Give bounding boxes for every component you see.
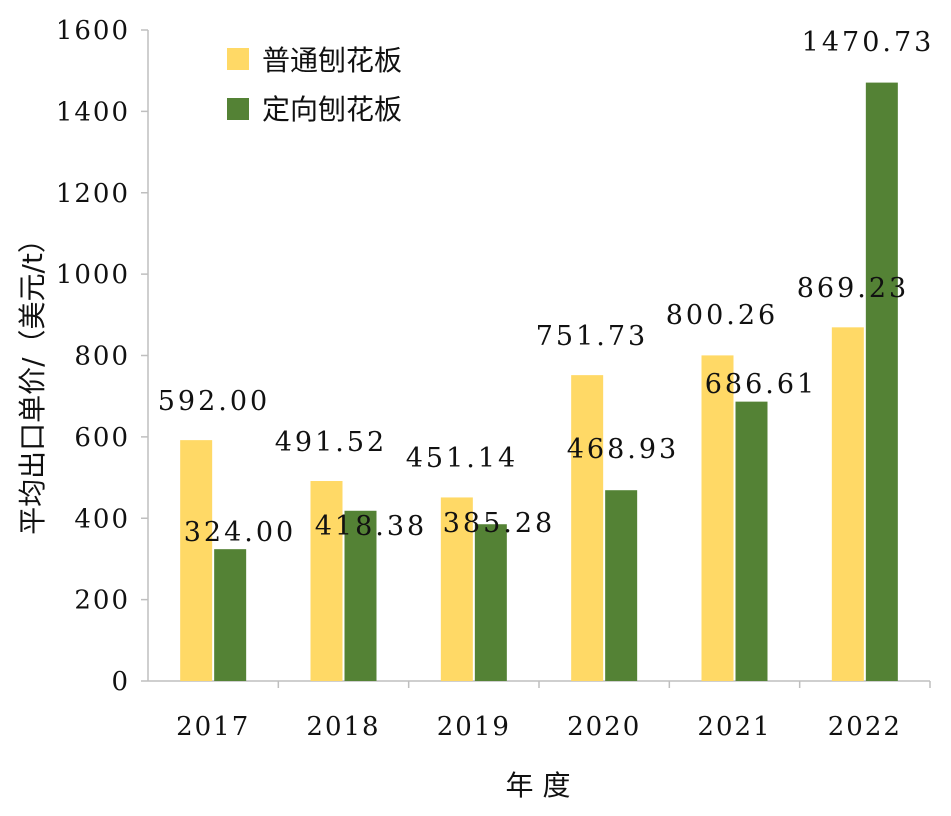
y-tick-label: 1200 xyxy=(56,179,130,209)
x-tick-label-2021: 2021 xyxy=(697,712,771,742)
bar-regular-2017 xyxy=(180,440,213,681)
bar-oriented-2020 xyxy=(605,490,638,681)
data-label-oriented-2022: 1470.73 xyxy=(802,27,935,58)
legend-label-series-1: 普通刨花板 xyxy=(262,44,402,77)
legend-swatch-series-1 xyxy=(227,48,249,70)
y-axis-title: 平均出口单价/（美元/t） xyxy=(16,225,49,535)
bar-regular-2019 xyxy=(440,497,473,681)
data-label-regular-2020: 751.73 xyxy=(536,321,648,352)
data-label-oriented-2020: 468.93 xyxy=(567,434,679,465)
x-tick-label-2018: 2018 xyxy=(306,712,380,742)
y-tick-label: 800 xyxy=(74,342,130,372)
legend-swatch-series-2 xyxy=(227,98,249,120)
x-tick-label-2020: 2020 xyxy=(567,712,641,742)
bar-regular-2022 xyxy=(831,327,864,681)
legend-label-series-2: 定向刨花板 xyxy=(262,93,402,126)
bar-oriented-2019 xyxy=(474,524,507,681)
bar-oriented-2021 xyxy=(735,401,768,681)
data-label-oriented-2017: 324.00 xyxy=(184,517,296,548)
bar-regular-2018 xyxy=(310,481,343,681)
data-label-oriented-2018: 418.38 xyxy=(315,511,427,542)
data-label-regular-2019: 451.14 xyxy=(406,443,518,474)
y-tick-label: 200 xyxy=(74,586,130,616)
y-tick-label: 400 xyxy=(74,504,130,534)
bar-regular-2021 xyxy=(701,355,734,681)
data-label-regular-2018: 491.52 xyxy=(275,427,387,458)
bar-regular-2020 xyxy=(571,375,604,681)
y-tick-label: 1400 xyxy=(56,97,130,127)
y-tick-label: 1600 xyxy=(56,16,130,46)
y-tick-label: 600 xyxy=(74,423,130,453)
legend: 普通刨花板 定向刨花板 xyxy=(227,44,402,126)
x-tick-label-2017: 2017 xyxy=(176,712,250,742)
x-tick-label-2022: 2022 xyxy=(828,712,902,742)
y-axis: 0 200 400 600 800 1000 1200 1400 1600 xyxy=(56,16,149,697)
data-label-regular-2017: 592.00 xyxy=(158,386,270,417)
data-labels: 592.00 324.00 491.52 418.38 451.14 385.28 751.… xyxy=(158,27,935,548)
data-label-oriented-2021: 686.61 xyxy=(705,369,817,400)
bar-oriented-2018 xyxy=(344,510,377,681)
x-tick-label-2019: 2019 xyxy=(437,712,511,742)
legend-item-series-1: 普通刨花板 xyxy=(227,44,402,77)
bars xyxy=(180,82,898,681)
x-axis-title: 年 度 xyxy=(506,769,571,802)
bar-oriented-2022 xyxy=(865,82,898,681)
y-tick-label: 0 xyxy=(111,667,130,697)
y-tick-label: 1000 xyxy=(56,260,130,290)
bar-oriented-2017 xyxy=(214,549,247,681)
data-label-regular-2022: 869.23 xyxy=(797,273,909,304)
legend-item-series-2: 定向刨花板 xyxy=(227,93,402,126)
data-label-regular-2021: 800.26 xyxy=(666,300,778,331)
data-label-oriented-2019: 385.28 xyxy=(443,508,555,539)
x-axis: 2017 2018 2019 2020 2021 2022 xyxy=(148,680,931,742)
